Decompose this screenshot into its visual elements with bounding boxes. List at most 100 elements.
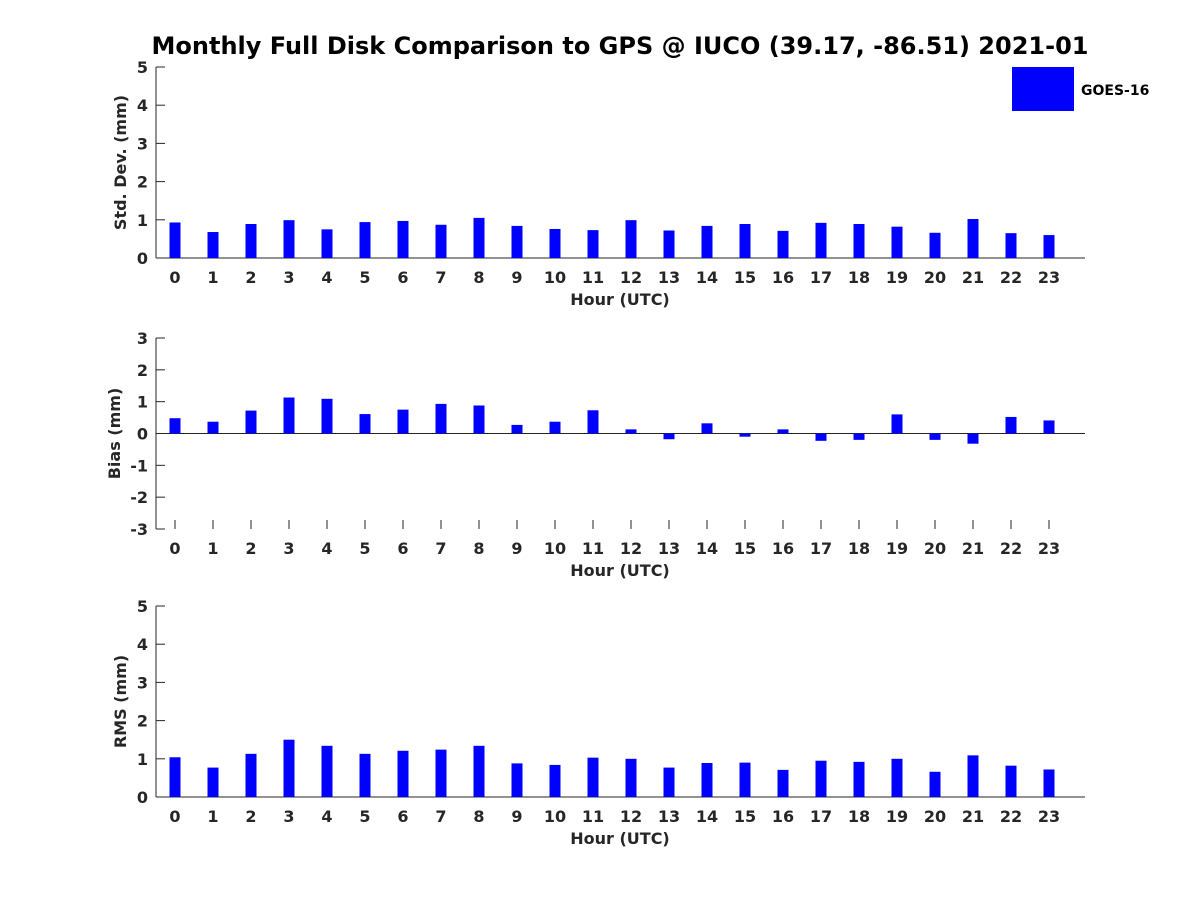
stddev-x-tick-label: 10 <box>544 268 566 287</box>
bias-bar <box>1005 416 1017 434</box>
rms-x-tick-label: 17 <box>810 807 832 826</box>
rms-x-tick-label: 8 <box>473 807 484 826</box>
stddev-x-tick-label: 14 <box>696 268 718 287</box>
rms-bar <box>587 757 599 797</box>
bias-bar <box>321 398 333 434</box>
bias-bar <box>169 418 181 434</box>
stddev-bar <box>891 226 903 258</box>
rms-bar <box>359 753 371 797</box>
stddev-bar <box>549 228 561 258</box>
stddev-bar <box>853 224 865 258</box>
stddev-x-tick-label: 15 <box>734 268 756 287</box>
bias-x-tick-label: 3 <box>283 539 294 558</box>
rms-bar <box>473 745 485 797</box>
stddev-x-tick-label: 18 <box>848 268 870 287</box>
stddev-bar <box>929 232 941 258</box>
rms-bar <box>283 739 295 797</box>
bias-bar <box>815 433 827 441</box>
rms-x-axis-label: Hour (UTC) <box>570 829 670 848</box>
stddev-bar <box>625 220 637 258</box>
stddev-x-tick-label: 23 <box>1038 268 1060 287</box>
bias-x-tick-label: 2 <box>245 539 256 558</box>
bias-x-tick-label: 15 <box>734 539 756 558</box>
stddev-x-tick-label: 0 <box>169 268 180 287</box>
stddev-bar <box>435 224 447 258</box>
bias-x-tick-label: 8 <box>473 539 484 558</box>
rms-bar <box>397 750 409 797</box>
stddev-x-tick-label: 4 <box>321 268 332 287</box>
bias-x-tick-label: 5 <box>359 539 370 558</box>
stddev-bar <box>321 229 333 258</box>
stddev-x-tick-label: 7 <box>435 268 446 287</box>
bias-bar <box>929 433 941 440</box>
stddev-bar <box>739 224 751 258</box>
stddev-y-tick-label: 5 <box>137 58 148 77</box>
legend-swatch <box>1012 67 1074 111</box>
stddev-y-tick-label: 4 <box>137 96 148 115</box>
bias-bar <box>587 410 599 434</box>
rms-bar <box>777 769 789 797</box>
bias-bar <box>549 421 561 434</box>
rms-y-tick-label: 0 <box>137 788 148 807</box>
bias-bar <box>739 433 751 437</box>
bias-x-tick-label: 7 <box>435 539 446 558</box>
rms-x-tick-label: 12 <box>620 807 642 826</box>
bias-y-tick-label: -1 <box>130 456 148 475</box>
stddev-x-tick-label: 2 <box>245 268 256 287</box>
bias-y-tick-label: 1 <box>137 393 148 412</box>
stddev-x-tick-label: 1 <box>207 268 218 287</box>
rms-bar <box>929 771 941 797</box>
stddev-bar <box>967 219 979 258</box>
rms-x-tick-label: 0 <box>169 807 180 826</box>
bias-bar <box>1043 420 1055 434</box>
stddev-bar <box>169 222 181 258</box>
bias-bar <box>359 414 371 434</box>
bias-x-tick-label: 12 <box>620 539 642 558</box>
chart-title: Monthly Full Disk Comparison to GPS @ IU… <box>152 32 1089 60</box>
bias-x-tick-label: 6 <box>397 539 408 558</box>
rms-bar <box>321 745 333 797</box>
stddev-bar <box>283 220 295 258</box>
rms-x-tick-label: 15 <box>734 807 756 826</box>
bias-bar <box>435 403 447 434</box>
bias-bar <box>777 429 789 434</box>
rms-bar <box>701 763 713 797</box>
rms-bar <box>967 755 979 797</box>
bias-bar <box>853 433 865 440</box>
rms-bar <box>853 761 865 797</box>
bias-bar <box>891 414 903 434</box>
rms-x-tick-label: 19 <box>886 807 908 826</box>
stddev-y-tick-label: 3 <box>137 134 148 153</box>
rms-bar <box>739 762 751 797</box>
rms-x-tick-label: 5 <box>359 807 370 826</box>
stddev-x-tick-label: 21 <box>962 268 984 287</box>
rms-bar <box>207 767 219 797</box>
bias-y-tick-label: 2 <box>137 361 148 380</box>
rms-x-tick-label: 3 <box>283 807 294 826</box>
rms-x-tick-label: 6 <box>397 807 408 826</box>
bias-x-tick-label: 19 <box>886 539 908 558</box>
rms-bar <box>625 758 637 797</box>
rms-bar <box>891 758 903 797</box>
bias-x-tick-label: 21 <box>962 539 984 558</box>
rms-bar <box>549 764 561 797</box>
bias-bar <box>207 421 219 434</box>
bias-bar <box>283 397 295 434</box>
stddev-bar <box>473 217 485 258</box>
bias-y-tick-label: -2 <box>130 488 148 507</box>
stddev-x-tick-label: 13 <box>658 268 680 287</box>
rms-x-tick-label: 10 <box>544 807 566 826</box>
bias-x-tick-label: 11 <box>582 539 604 558</box>
rms-y-tick-label: 5 <box>137 597 148 616</box>
bias-bar <box>663 433 675 440</box>
rms-x-tick-label: 14 <box>696 807 718 826</box>
rms-y-tick-label: 4 <box>137 635 148 654</box>
bias-bar <box>397 409 409 434</box>
stddev-y-tick-label: 2 <box>137 173 148 192</box>
rms-x-tick-label: 11 <box>582 807 604 826</box>
stddev-x-tick-label: 17 <box>810 268 832 287</box>
rms-x-tick-label: 2 <box>245 807 256 826</box>
stddev-x-axis-label: Hour (UTC) <box>570 290 670 309</box>
